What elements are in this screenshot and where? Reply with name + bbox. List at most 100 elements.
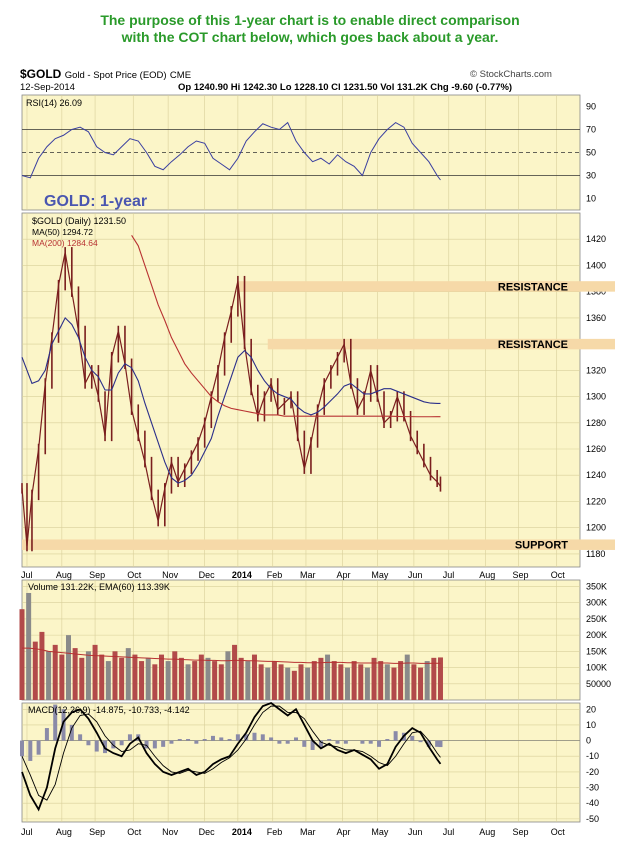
- band-rect: [267, 338, 615, 350]
- volume-bar: [112, 651, 118, 700]
- volume-bar: [132, 654, 138, 700]
- macd-histogram-bar: [94, 740, 99, 752]
- volume-bar: [358, 664, 364, 700]
- volume-bar: [311, 661, 317, 700]
- price-panel-bg: [21, 212, 581, 568]
- price-y-tick: 1260: [586, 444, 606, 454]
- x-tick-label-bottom: Dec: [199, 827, 216, 837]
- x-tick-label-bottom: Oct: [551, 827, 566, 837]
- macd-histogram-bar: [202, 739, 207, 741]
- macd-histogram-bar: [210, 735, 215, 741]
- x-tick-label-bottom: Sep: [513, 827, 529, 837]
- volume-y-tick: 150K: [586, 646, 607, 656]
- rsi-y-tick: 50: [586, 148, 596, 158]
- volume-bar: [251, 654, 257, 700]
- exchange-label: CME: [169, 70, 192, 81]
- macd-histogram-bar: [385, 739, 390, 741]
- volume-bar: [404, 654, 410, 700]
- macd-histogram-bar: [310, 740, 315, 750]
- volume-bar: [192, 661, 198, 700]
- macd-histogram-bar: [269, 737, 274, 741]
- volume-bar: [232, 644, 238, 700]
- x-tick-label: Mar: [300, 570, 316, 580]
- macd-histogram-bar: [28, 740, 33, 761]
- price-y-tick: 1180: [586, 549, 605, 559]
- volume-bar: [185, 664, 191, 700]
- x-tick-label-bottom: Feb: [267, 827, 283, 837]
- volume-bar: [291, 670, 297, 700]
- macd-y-tick: 20: [586, 704, 596, 714]
- volume-bar: [411, 664, 417, 700]
- x-tick-label-bottom: Mar: [300, 827, 316, 837]
- price-y-tick: 1220: [586, 496, 606, 506]
- price-chart-title: GOLD: 1-year: [44, 193, 147, 210]
- x-tick-label: Jun: [408, 570, 423, 580]
- volume-bar: [271, 661, 277, 700]
- x-tick-label-bottom: Aug: [479, 827, 495, 837]
- x-tick-label: Apr: [336, 570, 350, 580]
- ma50-line: [21, 316, 441, 484]
- volume-bar: [238, 657, 244, 700]
- source-credit: © StockCharts.com: [470, 69, 552, 80]
- macd-histogram-bar: [260, 734, 265, 741]
- volume-bar: [391, 667, 397, 700]
- x-tick-label-bottom: Nov: [162, 827, 179, 837]
- volume-bar: [331, 661, 337, 700]
- volume-bar: [119, 657, 125, 700]
- volume-bar: [245, 661, 251, 700]
- volume-bar: [351, 661, 357, 700]
- macd-histogram-bar: [285, 740, 290, 744]
- x-tick-label: Aug: [479, 570, 495, 580]
- support-band-label: SUPPORT: [515, 540, 568, 552]
- macd-histogram-bar: [335, 740, 340, 744]
- x-tick-label-bottom: May: [371, 827, 389, 837]
- x-tick-label: 2014: [232, 570, 252, 580]
- volume-y-tick: 200K: [586, 630, 607, 640]
- macd-histogram-bar: [244, 734, 249, 741]
- price-y-tick: 1320: [586, 365, 606, 375]
- volume-bar: [378, 661, 384, 700]
- x-tick-label-bottom: Aug: [56, 827, 72, 837]
- volume-ema-line: [22, 647, 441, 664]
- volume-bar: [258, 664, 264, 700]
- volume-y-tick: 100K: [586, 663, 607, 673]
- macd-histogram-bar: [252, 732, 257, 741]
- macd-histogram-bar: [294, 737, 298, 741]
- macd-histogram-bar: [219, 737, 224, 741]
- volume-bar: [172, 651, 178, 700]
- volume-bar: [364, 667, 370, 700]
- price-line: [21, 252, 441, 547]
- x-tick-label-bottom: Oct: [127, 827, 142, 837]
- volume-bar: [338, 664, 344, 700]
- macd-histogram-bar: [368, 740, 373, 744]
- x-tick-label: Oct: [127, 570, 142, 580]
- symbol-header: $GOLD Gold - Spot Price (EOD) CME: [20, 67, 191, 81]
- price-y-tick: 1240: [586, 470, 606, 480]
- volume-bar: [165, 661, 171, 700]
- macd-histogram-bar: [44, 728, 49, 741]
- macd-histogram-bar: [86, 740, 91, 746]
- macd-y-tick: -20: [586, 767, 599, 777]
- volume-bar: [418, 667, 424, 700]
- macd-histogram-bar: [410, 735, 415, 741]
- macd-histogram-bar: [194, 740, 199, 744]
- volume-bar: [424, 661, 430, 700]
- symbol-label: $GOLD: [20, 67, 62, 81]
- x-tick-label-bottom: Jul: [21, 827, 33, 837]
- volume-bar: [39, 631, 45, 700]
- macd-histogram-bar: [161, 740, 166, 747]
- x-tick-label: Dec: [199, 570, 216, 580]
- band-rect: [237, 281, 615, 292]
- macd-line: [21, 701, 442, 812]
- macd-histogram-bar: [235, 734, 240, 741]
- volume-bar: [178, 657, 184, 700]
- chart-caption: The purpose of this 1-year chart is to e…: [0, 12, 620, 46]
- volume-y-tick: 300K: [586, 598, 607, 608]
- volume-bar: [32, 641, 38, 700]
- price-y-tick: 1360: [586, 313, 606, 323]
- macd-panel-bg: [21, 702, 581, 823]
- volume-bar: [99, 654, 105, 700]
- volume-y-tick: 50000: [586, 679, 611, 689]
- volume-bar: [437, 657, 443, 700]
- macd-histogram-bar: [435, 740, 440, 747]
